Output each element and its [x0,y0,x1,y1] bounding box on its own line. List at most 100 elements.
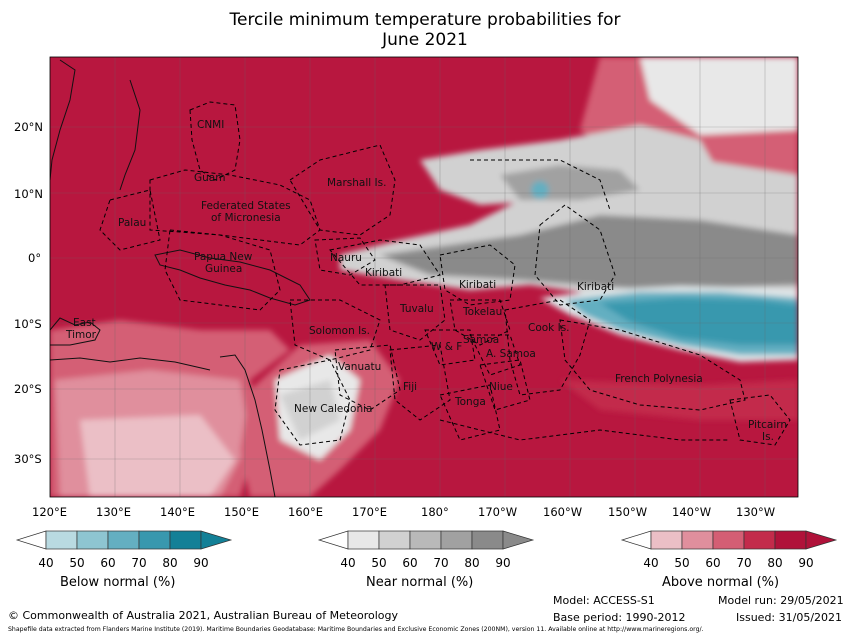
base-period: Base period: 1990-2012 [553,611,686,624]
label-png-1: Papua New [194,251,253,263]
label-kiribati-west: Kiribati [365,267,403,279]
below-normal-tick-label: 40 [38,556,54,570]
below-normal-tick-label: 90 [193,556,209,570]
below-normal-bin [76,530,109,550]
above-normal-tick-label: 80 [767,556,783,570]
se-mid-zone [560,380,798,420]
above-normal-bin [681,530,714,550]
below-normal-bin [107,530,140,550]
label-pitcairn-1: Pitcairn [748,419,788,431]
label-marshall: Marshall Is. [327,177,387,189]
shapefile-credit: Shapefile data extracted from Flanders M… [8,626,704,633]
below-normal-high-extension [200,530,233,550]
faint-above-zone [80,415,235,497]
below-normal-bin [169,530,202,550]
label-solomon: Solomon Is. [309,325,370,337]
near-normal-bin [440,530,473,550]
above-normal-tick-label: 40 [643,556,659,570]
near-normal-high-extension [502,530,535,550]
map-title-line-2: June 2021 [382,30,468,50]
near-normal-dark-band [380,215,798,290]
below-normal-bin [138,530,171,550]
above-normal-high-extension [805,530,838,550]
below-normal-tick-label: 50 [69,556,85,570]
below-normal-low-extension [15,530,47,550]
near-normal-colorbar [317,530,535,550]
lon-tick-150e: 150°E [224,505,259,519]
below-normal-colorbar [15,530,233,550]
label-american-samoa: A. Samoa [486,348,536,360]
near-normal-bin [409,530,442,550]
lon-tick-130e: 130°E [96,505,131,519]
lon-tick-180: 180° [421,505,449,519]
above-normal-colorbar [620,530,838,550]
lon-tick-160w: 160°W [543,505,583,519]
near-normal-tick-label: 80 [464,556,480,570]
above-normal-bin [743,530,776,550]
label-fiji: Fiji [403,381,418,393]
below-normal-tick-label: 80 [162,556,178,570]
label-tonga: Tonga [455,396,486,408]
above-normal-bin [774,530,807,550]
label-tokelau: Tokelau [463,306,503,318]
eez-boundaries [99,101,791,446]
lat-tick-10n: 10°N [14,187,43,201]
label-new-caledonia: New Caledonia [294,403,373,415]
near-normal-sw-core [280,380,340,440]
map-frame [49,56,799,498]
below-normal-north-spot [531,181,549,199]
lon-tick-170e: 170°E [352,505,387,519]
label-fsm-1: Federated States [201,200,291,212]
near-normal-bin [347,530,380,550]
lon-tick-160e: 160°E [288,505,323,519]
lon-tick-140e: 140°E [160,505,195,519]
label-pitcairn-2: Is. [762,431,774,443]
near-normal-tick-label: 60 [402,556,418,570]
lon-tick-130w: 130°W [736,505,776,519]
lat-tick-0: 0° [28,251,42,265]
near-normal-tick-label: 50 [371,556,387,570]
label-tuvalu: Tuvalu [400,303,434,315]
label-png-2: Guinea [205,263,243,275]
near-normal-legend-label: Near normal (%) [366,575,474,590]
label-cnmi: CNMI [197,119,225,131]
above-normal-legend-label: Above normal (%) [662,575,780,590]
lat-tick-20n: 20°N [14,120,43,134]
below-normal-tick-label: 70 [131,556,147,570]
lat-tick-10s: 10°S [14,317,42,331]
label-cook-islands: Cook Is. [528,322,570,334]
lon-tick-150w: 150°W [608,505,648,519]
below-normal-bin [45,530,78,550]
label-nauru: Nauru [330,252,362,264]
label-palau: Palau [118,217,147,229]
label-vanuatu: Vanuatu [338,361,382,373]
label-timor-2: Timor [66,329,96,341]
above-normal-low-extension [620,530,652,550]
label-fsm-2: of Micronesia [211,212,281,224]
model-name: Model: ACCESS-S1 [553,594,655,607]
near-normal-tick-label: 90 [495,556,511,570]
above-normal-bin [650,530,683,550]
issued-date: Issued: 31/05/2021 [736,611,843,624]
near-normal-low-extension [317,530,349,550]
lat-tick-20s: 20°S [14,382,42,396]
label-kiribati-central: Kiribati [459,279,497,291]
map-title-line-1: Tercile minimum temperature probabilitie… [229,10,621,30]
below-normal-core [600,298,798,345]
near-normal-bin [378,530,411,550]
model-run-date: Model run: 29/05/2021 [718,594,844,607]
copyright-notice: © Commonwealth of Australia 2021, Austra… [8,609,398,622]
ne-near-zone [640,57,798,135]
above-normal-tick-label: 90 [798,556,814,570]
lon-tick-140w: 140°W [672,505,712,519]
above-normal-tick-label: 50 [674,556,690,570]
label-wallis-futuna: W & F [431,341,463,353]
below-normal-tick-label: 60 [100,556,116,570]
label-french-polynesia: French Polynesia [615,373,703,385]
above-normal-tick-label: 60 [705,556,721,570]
lon-tick-170w: 170°W [478,505,518,519]
below-normal-legend-label: Below normal (%) [60,575,176,590]
label-guam: Guam [194,172,226,184]
label-samoa: Samoa [463,334,500,346]
